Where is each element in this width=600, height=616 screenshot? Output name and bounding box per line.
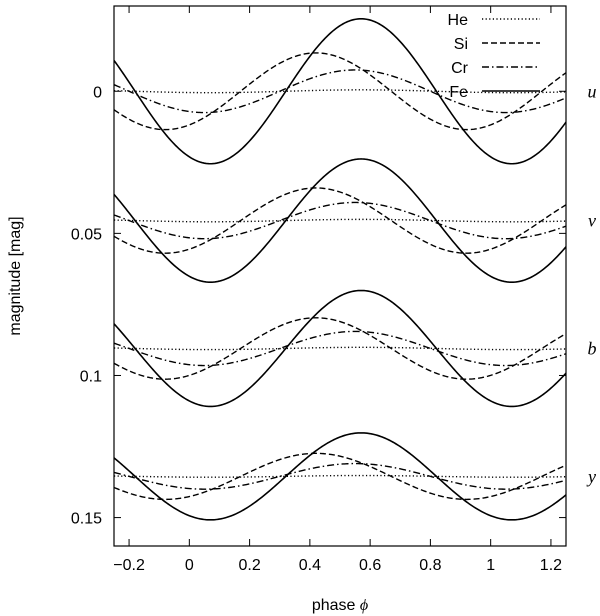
curve-y-he (114, 474, 566, 478)
curve-b-cr (114, 330, 566, 367)
curve-u-cr (114, 69, 566, 114)
band-label-y: y (586, 466, 596, 486)
band-label-v: v (588, 211, 596, 231)
x-axis-label: phase ϕ (312, 597, 368, 614)
ticks-layer: −0.2 0 0.2 0.4 0.6 0.8 1 1.2 0 0.05 0.1 0.15 (71, 6, 566, 574)
x-axis-label-text: phase (312, 597, 356, 614)
y-tick-label: 0.1 (80, 368, 102, 385)
y-axis-label: magnitude [mag] (7, 216, 24, 335)
x-axis-label-symbol: ϕ (360, 597, 368, 614)
band-labels: u v b y (586, 81, 597, 486)
curve-v-he (114, 218, 566, 223)
curve-b-fe (114, 289, 566, 408)
curve-v-cr (114, 201, 566, 240)
y-tick-label: 0.05 (71, 226, 102, 243)
y-tick-label: 0 (93, 84, 102, 101)
band-label-u: u (588, 81, 597, 101)
legend: He Si Cr Fe (448, 12, 540, 101)
x-tick-label: 0.8 (419, 557, 441, 574)
curve-y-cr (114, 462, 566, 490)
curve-b-si (114, 317, 566, 380)
x-tick-label: 1.2 (540, 557, 562, 574)
curve-u-fe (114, 17, 566, 165)
x-tick-label: 0 (185, 557, 194, 574)
x-tick-label: 0.4 (299, 557, 321, 574)
curve-b-he (114, 346, 566, 351)
curves-layer (114, 17, 566, 521)
x-tick-label: −0.2 (113, 557, 145, 574)
legend-label-fe: Fe (449, 84, 468, 101)
curve-u-si (114, 52, 566, 131)
curve-y-fe (114, 432, 566, 521)
y-tick-label: 0.15 (71, 511, 102, 528)
legend-label-cr: Cr (451, 60, 469, 77)
curve-v-si (114, 187, 566, 254)
plot-frame (113, 5, 567, 547)
legend-label-he: He (448, 12, 469, 29)
x-tick-label: 1 (486, 557, 495, 574)
band-label-b: b (588, 338, 597, 358)
x-tick-label: 0.2 (238, 557, 260, 574)
curve-v-fe (114, 158, 566, 283)
legend-label-si: Si (454, 36, 468, 53)
curve-y-si (114, 452, 566, 501)
x-tick-label: 0.6 (359, 557, 381, 574)
